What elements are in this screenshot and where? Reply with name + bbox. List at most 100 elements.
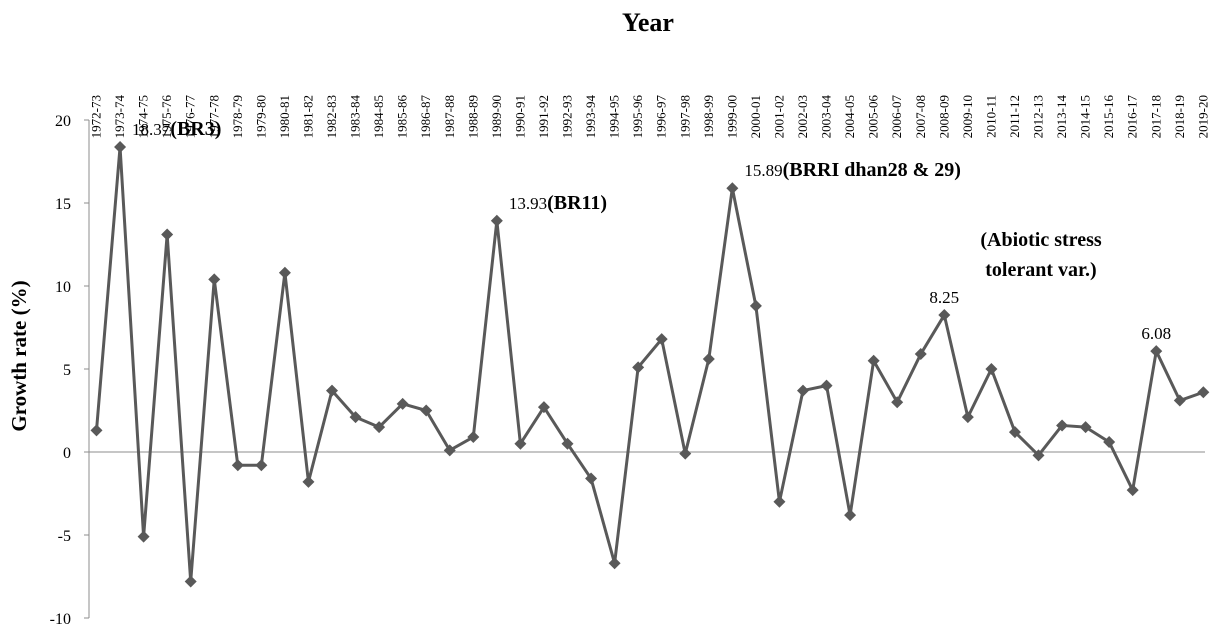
series-line-group bbox=[90, 141, 1210, 588]
data-point bbox=[867, 354, 880, 367]
x-tick-label: 2000-01 bbox=[748, 95, 763, 138]
x-tick-label: 1985-86 bbox=[395, 95, 410, 139]
data-point bbox=[184, 575, 197, 588]
data-annotation: 13.93(BR11) bbox=[509, 192, 607, 214]
data-point bbox=[90, 424, 103, 437]
x-tick-label: 1988-89 bbox=[465, 95, 480, 138]
data-point bbox=[773, 495, 786, 508]
data-point bbox=[255, 459, 268, 472]
y-tick-label: 20 bbox=[55, 113, 71, 130]
x-tick-label: 1989-90 bbox=[489, 95, 504, 138]
data-point bbox=[1197, 386, 1210, 399]
y-tick-label: -5 bbox=[58, 528, 71, 545]
data-point bbox=[561, 437, 574, 450]
data-annotation: 8.25 bbox=[929, 288, 959, 307]
data-point bbox=[1126, 484, 1139, 497]
x-tick-label: 1987-88 bbox=[442, 95, 457, 138]
data-point bbox=[679, 447, 692, 460]
data-point bbox=[137, 530, 150, 543]
x-tick-labels: 1972-73 1973-74 1974-75 1975-76 1976-77 1977-… bbox=[89, 95, 1211, 139]
x-tick-label: 1983-84 bbox=[348, 95, 363, 139]
data-point bbox=[961, 411, 974, 424]
data-point bbox=[373, 421, 386, 434]
data-point bbox=[726, 182, 739, 195]
data-point bbox=[490, 214, 503, 227]
data-point bbox=[655, 333, 668, 346]
data-point bbox=[231, 459, 244, 472]
x-tick-label: 2008-09 bbox=[936, 95, 951, 138]
x-tick-label: 2002-03 bbox=[795, 95, 810, 138]
x-axis-title: Year bbox=[622, 8, 674, 37]
x-tick-label: 1979-80 bbox=[253, 95, 268, 138]
x-tick-label: 2011-12 bbox=[1007, 95, 1022, 138]
x-tick-label: 2004-05 bbox=[842, 95, 857, 138]
data-point bbox=[820, 379, 833, 392]
data-point bbox=[1032, 449, 1045, 462]
y-tick-label: 15 bbox=[55, 196, 71, 213]
data-point bbox=[914, 348, 927, 361]
x-tick-label: 2006-07 bbox=[889, 95, 904, 139]
x-tick-label: 1995-96 bbox=[630, 95, 645, 139]
x-tick-label: 2019-20 bbox=[1195, 95, 1210, 138]
data-annotation: 18.37(BR3) bbox=[132, 118, 221, 140]
data-point bbox=[1008, 426, 1021, 439]
x-tick-label: 1991-92 bbox=[536, 95, 551, 138]
x-tick-label: 1999-00 bbox=[724, 95, 739, 138]
data-annotation: 6.08 bbox=[1141, 324, 1171, 343]
x-tick-label: 2015-16 bbox=[1101, 95, 1116, 139]
data-point bbox=[702, 353, 715, 366]
data-point bbox=[302, 475, 315, 488]
data-point bbox=[985, 363, 998, 375]
y-axis: -10 -5 0 5 10 15 20 bbox=[50, 113, 90, 628]
x-tick-label: 1973-74 bbox=[112, 95, 127, 139]
x-tick-label: 2007-08 bbox=[913, 95, 928, 138]
x-tick-label: 1972-73 bbox=[89, 95, 104, 138]
x-tick-label: 2001-02 bbox=[771, 95, 786, 138]
data-point bbox=[514, 437, 527, 450]
data-point bbox=[161, 228, 174, 241]
x-tick-label: 1981-82 bbox=[300, 95, 315, 138]
data-point bbox=[844, 509, 857, 522]
x-tick-label: 2013-14 bbox=[1054, 95, 1069, 139]
data-point bbox=[467, 431, 480, 444]
x-tick-label: 1976-77 bbox=[183, 95, 198, 139]
y-tick-label: 0 bbox=[63, 445, 71, 462]
x-tick-label: 1992-93 bbox=[560, 95, 575, 138]
x-tick-label: 1990-91 bbox=[512, 95, 527, 138]
y-tick-label: 5 bbox=[63, 362, 71, 379]
data-point bbox=[420, 404, 433, 417]
data-annotation: 15.89(BRRI dhan28 & 29) bbox=[744, 159, 961, 181]
x-tick-label: 2009-10 bbox=[960, 95, 975, 138]
x-tick-label: 1996-97 bbox=[654, 95, 669, 139]
data-point bbox=[632, 361, 645, 374]
data-point bbox=[278, 266, 291, 279]
data-point bbox=[749, 299, 762, 312]
y-axis-title: Growth rate (%) bbox=[7, 280, 31, 431]
x-tick-label: 2012-13 bbox=[1031, 95, 1046, 138]
x-tick-label: 1974-75 bbox=[136, 95, 151, 138]
data-point bbox=[349, 411, 362, 424]
series-line bbox=[95, 145, 1204, 583]
data-point bbox=[1103, 436, 1116, 449]
data-point bbox=[1079, 421, 1092, 434]
x-tick-label: 2017-18 bbox=[1148, 95, 1163, 138]
x-tick-label: 2010-11 bbox=[983, 95, 998, 138]
data-point bbox=[208, 273, 221, 286]
data-point bbox=[1056, 419, 1069, 432]
y-tick-label: 10 bbox=[55, 279, 71, 296]
data-point bbox=[585, 472, 598, 485]
annotations: 18.37(BR3) 13.93(BR11) 15.89(BRRI dhan28 &… bbox=[132, 118, 1171, 343]
note-line-1: (Abiotic stress bbox=[980, 229, 1101, 251]
data-point bbox=[396, 397, 409, 410]
x-tick-label: 2018-19 bbox=[1172, 95, 1187, 138]
x-tick-label: 2005-06 bbox=[866, 95, 881, 139]
data-point bbox=[608, 557, 621, 570]
data-point bbox=[114, 141, 127, 154]
x-tick-label: 2003-04 bbox=[819, 95, 834, 139]
note-line-2: tolerant var.) bbox=[985, 259, 1096, 281]
x-tick-label: 1978-79 bbox=[230, 95, 245, 138]
x-tick-label: 1980-81 bbox=[277, 95, 292, 138]
data-point bbox=[1150, 345, 1163, 358]
x-tick-label: 1984-85 bbox=[371, 95, 386, 138]
